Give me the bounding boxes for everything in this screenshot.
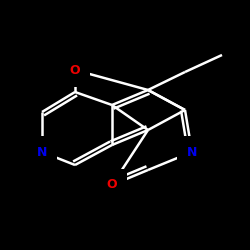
Text: O: O <box>107 178 117 192</box>
Text: N: N <box>37 146 47 158</box>
Text: N: N <box>187 146 197 158</box>
Text: O: O <box>70 64 80 76</box>
